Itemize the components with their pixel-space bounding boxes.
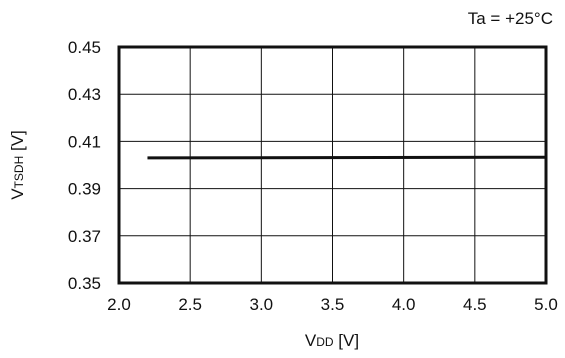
y-tick-labels: 0.45 0.43 0.41 0.39 0.37 0.35 — [68, 38, 101, 293]
x-tick-label: 3.0 — [250, 295, 274, 314]
annotation: Ta = +25°C — [468, 9, 553, 28]
y-axis-label: VTSDH [V] — [8, 130, 27, 200]
x-tick-label: 5.0 — [534, 295, 558, 314]
x-axis-label: VDD [V] — [305, 331, 359, 350]
x-tick-label: 2.0 — [107, 295, 131, 314]
x-tick-label: 2.5 — [178, 295, 202, 314]
plot-frame — [117, 45, 548, 285]
y-tick-label: 0.39 — [68, 180, 101, 199]
grid — [119, 47, 546, 283]
y-tick-label: 0.43 — [68, 85, 101, 104]
x-tick-label: 4.0 — [392, 295, 416, 314]
series-line — [147, 155, 547, 160]
x-tick-labels: 2.0 2.5 3.0 3.5 4.0 4.5 5.0 — [107, 295, 558, 314]
x-tick-label: 4.5 — [463, 295, 487, 314]
y-tick-label: 0.45 — [68, 38, 101, 57]
y-tick-label: 0.37 — [68, 227, 101, 246]
series-layer — [147, 155, 547, 160]
y-tick-label: 0.41 — [68, 132, 101, 151]
y-tick-label: 0.35 — [68, 274, 101, 293]
x-tick-label: 3.5 — [321, 295, 345, 314]
